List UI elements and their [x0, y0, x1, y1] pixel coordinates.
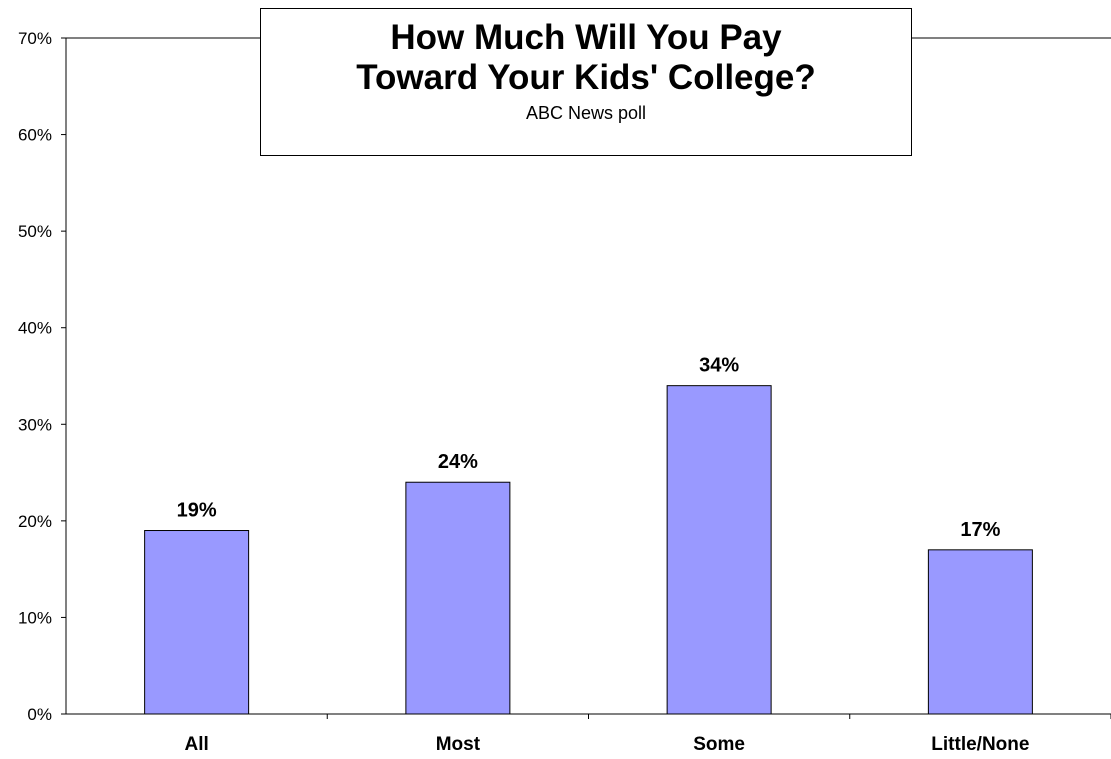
bar	[666, 385, 772, 715]
y-tick-label: 10%	[18, 608, 52, 627]
x-category-label: All	[184, 734, 208, 755]
bar-value-label: 19%	[177, 500, 217, 522]
bar-value-label: 17%	[960, 519, 1000, 541]
x-category-label: Some	[693, 734, 745, 755]
x-category-label: Little/None	[931, 734, 1029, 755]
bar	[927, 549, 1033, 715]
chart-title-line-1: How Much Will You Pay	[390, 18, 782, 57]
bar	[405, 481, 511, 715]
chart-subtitle: ABC News poll	[525, 103, 647, 123]
y-tick-label: 60%	[18, 126, 52, 145]
bar-value-label: 34%	[699, 355, 739, 377]
bar-value-label: 24%	[438, 451, 478, 473]
x-category-label: Most	[436, 734, 481, 755]
y-tick-label: 30%	[18, 415, 52, 434]
y-tick-label: 40%	[18, 319, 52, 338]
chart-title-box: How Much Will You Pay Toward Your Kids' …	[260, 8, 912, 156]
y-tick-label: 0%	[27, 705, 52, 724]
y-tick-label: 50%	[18, 222, 52, 241]
y-tick-label: 20%	[18, 512, 52, 531]
y-tick-label: 70%	[18, 29, 52, 48]
bar	[144, 530, 250, 715]
chart-title-line-2: Toward Your Kids' College?	[356, 58, 816, 97]
